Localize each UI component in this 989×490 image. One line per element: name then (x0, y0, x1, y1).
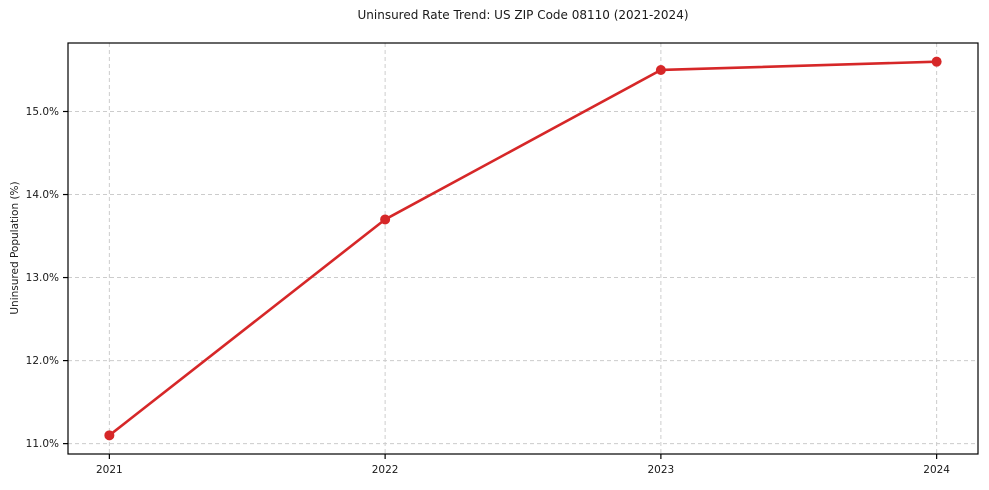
data-point-2021 (104, 430, 115, 441)
y-tick-label: 14.0% (26, 189, 59, 201)
trend-line (108, 60, 938, 437)
y-tick-label: 12.0% (26, 355, 59, 367)
data-point-2024 (931, 56, 942, 67)
x-tick-label: 2022 (372, 464, 399, 476)
x-tick-label: 2024 (923, 464, 950, 476)
chart-title: Uninsured Rate Trend: US ZIP Code 08110 … (357, 8, 689, 22)
y-tick-label: 15.0% (26, 106, 59, 118)
x-tick-label: 2023 (648, 464, 675, 476)
data-point-2023 (655, 64, 666, 75)
x-tick-label: 2021 (96, 464, 123, 476)
axes-spines (67, 42, 979, 455)
y-tick-label: 13.0% (26, 272, 59, 284)
y-tick-label: 11.0% (26, 438, 59, 450)
data-point-2022 (380, 214, 391, 225)
